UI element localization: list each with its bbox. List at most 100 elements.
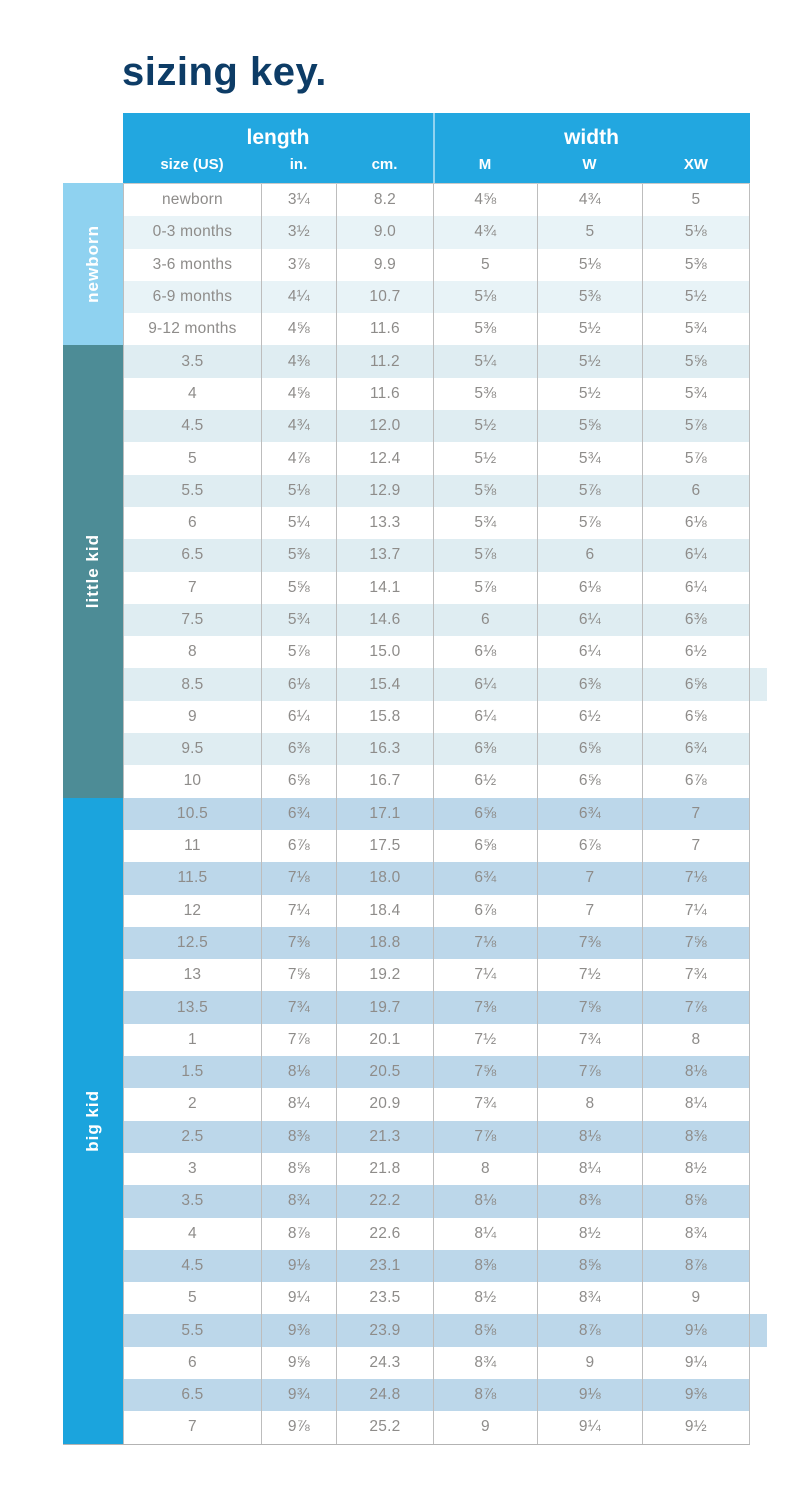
cell-width-xw: 9 bbox=[643, 1282, 750, 1315]
section-label-newborn: newborn bbox=[82, 225, 102, 304]
cell-size-us: 10.5 bbox=[124, 797, 262, 830]
cell-in: 8⅝ bbox=[262, 1152, 337, 1186]
cell-in: 6⅛ bbox=[262, 668, 337, 701]
cell-size-us: 0-3 months bbox=[124, 216, 262, 249]
cell-in: 7⅜ bbox=[262, 926, 337, 960]
cell-size-us: 13 bbox=[124, 959, 262, 992]
cell-width-xw: 9⅛ bbox=[643, 1314, 750, 1347]
cell-in: 9⅞ bbox=[262, 1411, 337, 1444]
cell-size-us: 1 bbox=[124, 1023, 262, 1057]
cell-in: 7⅝ bbox=[262, 959, 337, 992]
cell-width-m: 8⅜ bbox=[434, 1249, 538, 1283]
cell-cm: 16.7 bbox=[337, 765, 434, 798]
cell-cm: 22.2 bbox=[337, 1185, 434, 1218]
cell-in: 5¼ bbox=[262, 506, 337, 540]
cell-size-us: 7.5 bbox=[124, 603, 262, 637]
table-row: 7 5⅝ 14.1 5⅞ 6⅛ 6¼ bbox=[123, 571, 750, 604]
cell-cm: 20.9 bbox=[337, 1088, 434, 1121]
cell-cm: 22.6 bbox=[337, 1217, 434, 1250]
cell-width-m: 5¼ bbox=[434, 345, 538, 378]
cell-in: 8⅜ bbox=[262, 1120, 337, 1153]
cell-width-m: 6⅝ bbox=[434, 797, 538, 830]
column-header-m: M bbox=[478, 156, 492, 173]
cell-width-xw: 6¾ bbox=[643, 733, 750, 766]
cell-in: 9⅝ bbox=[262, 1346, 337, 1379]
cell-width-w: 5 bbox=[538, 216, 643, 249]
cell-width-xw: 5⅞ bbox=[643, 442, 750, 475]
table-row: 5 9¼ 23.5 8½ 8¾ 9 bbox=[123, 1282, 750, 1315]
cell-width-m: 7⅜ bbox=[434, 991, 538, 1024]
cell-width-m: 7⅞ bbox=[434, 1120, 538, 1153]
cell-width-m: 6⅜ bbox=[434, 733, 538, 766]
cell-width-xw: 8⅛ bbox=[643, 1056, 750, 1089]
cell-width-m: 6¼ bbox=[434, 700, 538, 734]
cell-width-w: 7⅜ bbox=[538, 926, 643, 960]
cell-width-m: 5½ bbox=[434, 410, 538, 443]
table-row: 4 8⅞ 22.6 8¼ 8½ 8¾ bbox=[123, 1217, 750, 1250]
cell-size-us: 8.5 bbox=[124, 668, 262, 701]
cell-width-xw: 5⅞ bbox=[643, 410, 750, 443]
cell-width-xw: 7¼ bbox=[643, 894, 750, 927]
cell-width-xw: 5¾ bbox=[643, 313, 750, 346]
cell-width-m: 5⅞ bbox=[434, 539, 538, 572]
section-label-big-kid: big kid bbox=[82, 1089, 102, 1152]
cell-width-w: 6⅞ bbox=[538, 829, 643, 863]
cell-cm: 15.0 bbox=[337, 636, 434, 669]
section-label-little-kid: little kid bbox=[82, 534, 102, 609]
cell-cm: 13.3 bbox=[337, 506, 434, 540]
cell-width-w: 6¾ bbox=[538, 797, 643, 830]
column-header-in: in. bbox=[289, 156, 308, 173]
cell-width-m: 8½ bbox=[434, 1282, 538, 1315]
cell-in: 6⅞ bbox=[262, 829, 337, 863]
cell-width-xw: 6¼ bbox=[643, 539, 750, 572]
cell-width-w: 5⅛ bbox=[538, 248, 643, 281]
cell-width-m: 6⅛ bbox=[434, 636, 538, 669]
cell-cm: 17.1 bbox=[337, 797, 434, 830]
cell-in: 8⅞ bbox=[262, 1217, 337, 1250]
cell-cm: 20.1 bbox=[337, 1023, 434, 1057]
table-row: newborn 3¼ 8.2 4⅝ 4¾ 5 bbox=[123, 184, 750, 217]
cell-width-w: 6½ bbox=[538, 700, 643, 734]
cell-size-us: 6.5 bbox=[124, 539, 262, 572]
cell-size-us: 3 bbox=[124, 1152, 262, 1186]
section-little-kid: little kid 3.5 4⅜ 11.2 5¼ 5½ 5⅝ 4 4⅝ 11.6 5⅜ 5½ 5¾ 4.… bbox=[63, 345, 768, 798]
table-row: 8.5 6⅛ 15.4 6¼ 6⅜ 6⅝ bbox=[123, 668, 768, 702]
cell-width-w: 8 bbox=[538, 1088, 643, 1121]
cell-width-xw: 6⅞ bbox=[643, 765, 750, 798]
cell-cm: 15.4 bbox=[337, 668, 434, 701]
cell-width-m: 7⅛ bbox=[434, 926, 538, 960]
cell-cm: 9.0 bbox=[337, 216, 434, 249]
cell-in: 4¼ bbox=[262, 280, 337, 314]
section-rows-big-kid: 10.5 6¾ 17.1 6⅝ 6¾ 7 11 6⅞ 17.5 6⅝ 6⅞ 7 11.5 7⅛ 18.0 6¾… bbox=[122, 797, 768, 1444]
cell-width-w: 7½ bbox=[538, 959, 643, 992]
cell-width-m: 6⅝ bbox=[434, 829, 538, 863]
width-group-header: width bbox=[564, 125, 619, 149]
cell-in: 6¾ bbox=[262, 797, 337, 830]
cell-width-xw: 7 bbox=[643, 829, 750, 863]
cell-width-m: 6 bbox=[434, 603, 538, 637]
section-rows-newborn: newborn 3¼ 8.2 4⅝ 4¾ 5 0-3 months 3½ 9.0 4¾ 5 5⅛ 3-6… bbox=[122, 183, 750, 346]
table-row: 8 5⅞ 15.0 6⅛ 6¼ 6½ bbox=[123, 636, 750, 669]
cell-width-m: 6½ bbox=[434, 765, 538, 798]
table-row: 10.5 6¾ 17.1 6⅝ 6¾ 7 bbox=[123, 797, 750, 830]
table-row: 11.5 7⅛ 18.0 6¾ 7 7⅛ bbox=[123, 862, 750, 895]
cell-cm: 23.1 bbox=[337, 1249, 434, 1283]
table-row: 5.5 9⅜ 23.9 8⅝ 8⅞ 9⅛ bbox=[123, 1314, 768, 1347]
cell-cm: 15.8 bbox=[337, 700, 434, 734]
cell-size-us: 3.5 bbox=[124, 345, 262, 378]
cell-in: 3½ bbox=[262, 216, 337, 249]
cell-size-us: 12.5 bbox=[124, 926, 262, 960]
cell-width-w: 5¾ bbox=[538, 442, 643, 475]
cell-width-w: 8¼ bbox=[538, 1152, 643, 1186]
cell-size-us: 3.5 bbox=[124, 1185, 262, 1218]
cell-width-m: 5⅞ bbox=[434, 571, 538, 604]
cell-in: 3⅞ bbox=[262, 248, 337, 281]
cell-cm: 11.2 bbox=[337, 345, 434, 378]
cell-cm: 11.6 bbox=[337, 377, 434, 411]
cell-width-w: 8⅞ bbox=[538, 1314, 643, 1347]
length-group-header: length bbox=[246, 125, 310, 149]
cell-width-xw: 5½ bbox=[643, 280, 750, 314]
table-row: 13.5 7¾ 19.7 7⅜ 7⅝ 7⅞ bbox=[123, 991, 750, 1024]
cell-cm: 24.8 bbox=[337, 1378, 434, 1412]
cell-width-w: 5⅞ bbox=[538, 506, 643, 540]
